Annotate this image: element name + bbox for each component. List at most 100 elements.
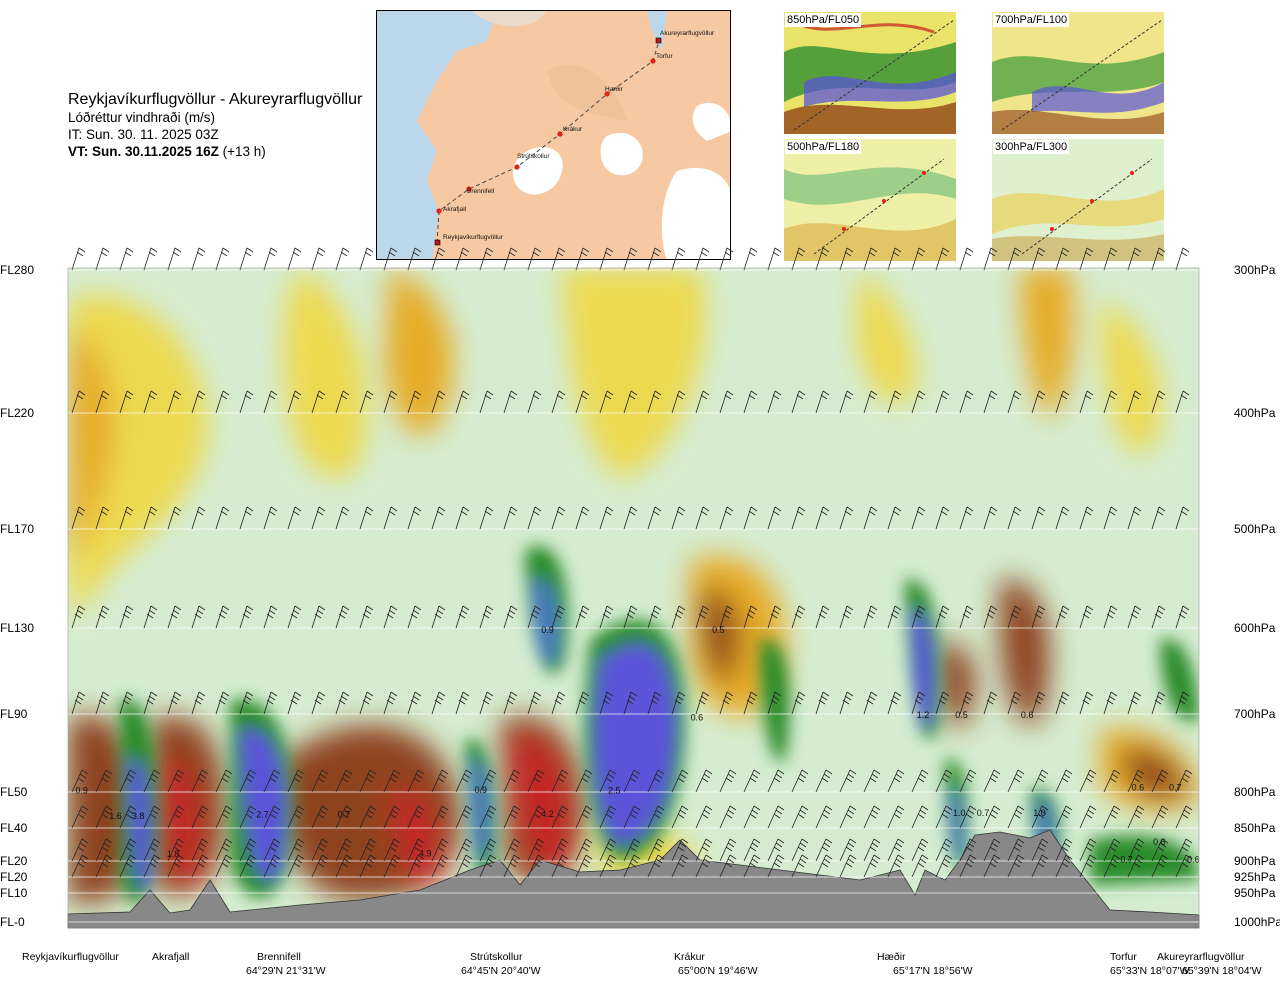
wind-barb (1031, 506, 1046, 530)
wind-barb (1031, 390, 1046, 414)
thumbnail-300[interactable]: 300hPa/FL300 (992, 139, 1164, 261)
wind-barb (815, 390, 830, 414)
wind-barb (119, 390, 134, 414)
value-label: 2.5 (608, 786, 621, 796)
wind-barb (1175, 838, 1193, 862)
wind-barb (527, 390, 542, 414)
wind-barb (1103, 247, 1118, 271)
value-label: 0.9 (475, 785, 488, 795)
wind-barb (191, 769, 209, 793)
wind-barb (983, 390, 998, 414)
wind-barb (71, 769, 89, 793)
wind-barb (1175, 691, 1190, 715)
wind-barb (911, 605, 926, 629)
wind-barb (887, 247, 902, 271)
wind-barb (71, 805, 89, 829)
wind-barb (1007, 247, 1022, 271)
thumbnail-850[interactable]: 850hPa/FL050 (784, 12, 956, 134)
left-axis-label: FL90 (0, 707, 28, 721)
wind-barb (791, 605, 806, 629)
wind-barb (239, 805, 257, 829)
map-label-torfur: Torfur (656, 53, 673, 60)
wind-barb (479, 854, 497, 878)
wind-barb (791, 506, 806, 530)
wind-barb (383, 247, 398, 271)
thumbnail-700[interactable]: 700hPa/FL100 (992, 12, 1164, 134)
wind-barb (695, 854, 713, 878)
coord-brennifell: 64°29'N 21°31'W (246, 965, 326, 977)
wind-barb (527, 247, 542, 271)
wind-barb (623, 247, 638, 271)
wind-barb (191, 691, 206, 715)
wind-barb (647, 247, 662, 271)
wind-barb (863, 854, 881, 878)
wind-barb (143, 605, 158, 629)
wind-barb (479, 838, 497, 862)
wind-barb (791, 838, 809, 862)
wind-barb (911, 854, 929, 878)
wind-barb (1103, 390, 1118, 414)
wind-barb (1127, 838, 1145, 862)
wind-barb (215, 691, 230, 715)
wind-barb (863, 506, 878, 530)
location-strutskollur: Strútskollur (470, 951, 523, 963)
wind-barb (575, 838, 593, 862)
wind-barb (887, 854, 905, 878)
wind-barb (695, 506, 710, 530)
wind-barb (1079, 247, 1094, 271)
wind-barb (431, 769, 449, 793)
location-haedir: Hæðir (877, 951, 906, 963)
wind-barb (1031, 691, 1046, 715)
wind-barb (791, 769, 809, 793)
wind-barb (863, 838, 881, 862)
wind-barb (119, 691, 134, 715)
wind-barb (599, 247, 614, 271)
wind-barb (239, 506, 254, 530)
wind-barb (1007, 390, 1022, 414)
wind-barb (767, 769, 785, 793)
wind-barb (647, 390, 662, 414)
field-layer (68, 268, 1199, 928)
wind-barb (527, 854, 545, 878)
wind-barb (839, 769, 857, 793)
wind-barb (263, 838, 281, 862)
wind-barb (623, 854, 641, 878)
wind-barb (671, 769, 689, 793)
level-gridlines (68, 269, 1199, 923)
wind-barb (215, 854, 233, 878)
value-label: 0.7 (1169, 783, 1182, 793)
wind-barb (455, 769, 473, 793)
map-label-haedir: Hæðir (605, 85, 624, 93)
right-axis-label: 600hPa (1234, 621, 1276, 635)
thumbnail-300-graphic (992, 139, 1164, 261)
thumbnail-850-graphic (784, 12, 956, 134)
wind-barb (167, 605, 182, 629)
wind-barb (119, 506, 134, 530)
wind-barb (575, 247, 590, 271)
wind-barb (935, 390, 950, 414)
wind-barb (983, 854, 1001, 878)
wind-barb (575, 805, 593, 829)
wind-barb (719, 390, 734, 414)
wind-barb (455, 390, 470, 414)
wind-barb (311, 605, 326, 629)
wind-barb (479, 805, 497, 829)
wind-barb (527, 838, 545, 862)
wind-barb (1127, 691, 1142, 715)
wind-barb (383, 805, 401, 829)
left-axis-label: FL10 (0, 886, 28, 900)
wind-barb (1079, 605, 1094, 629)
wind-barb (71, 506, 86, 530)
wind-barb (311, 506, 326, 530)
wind-barb (335, 691, 350, 715)
location-krakur: Krákur (674, 951, 705, 963)
wind-barb (95, 769, 113, 793)
wind-barb (911, 390, 926, 414)
value-label: 0.5 (712, 625, 725, 635)
coord-krakur: 65°00'N 19°46'W (678, 965, 758, 977)
wind-barb (407, 854, 425, 878)
wind-barb (215, 506, 230, 530)
wind-barb (455, 506, 470, 530)
wind-barb (71, 390, 86, 414)
wind-barb (959, 854, 977, 878)
